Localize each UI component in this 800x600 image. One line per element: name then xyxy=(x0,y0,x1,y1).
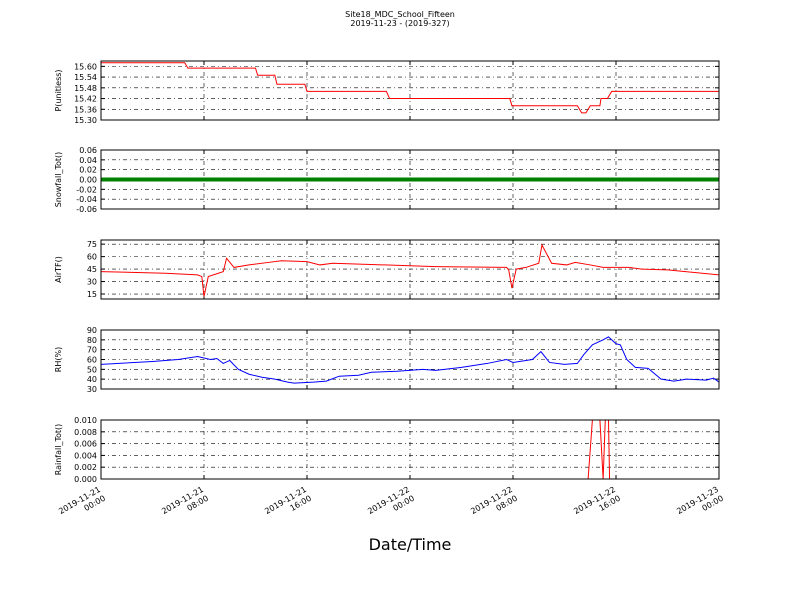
y-tick-label: 0.002 xyxy=(74,463,97,472)
y-tick-label: 0.06 xyxy=(79,146,97,155)
y-tick-label: 0.006 xyxy=(74,440,97,449)
y-tick-label: 0.010 xyxy=(74,416,97,425)
plot-frame xyxy=(100,329,720,390)
y-tick-label: 15.60 xyxy=(74,62,97,71)
y-tick-label: 60 xyxy=(87,253,97,262)
y-tick-label: 30 xyxy=(87,278,97,287)
y-tick-label: 0.008 xyxy=(74,428,97,437)
y-tick-label: 30 xyxy=(87,385,97,394)
y-tick-label: 15.30 xyxy=(74,116,97,125)
y-tick-label: 45 xyxy=(87,265,97,274)
plot-frame xyxy=(100,60,720,121)
plot-frame xyxy=(100,239,720,300)
y-tick-label: -0.06 xyxy=(76,205,97,214)
y-tick-label: -0.04 xyxy=(76,195,97,204)
y-tick-label: 0.02 xyxy=(79,166,97,175)
x-tick-label: 2019-11-2200:00 xyxy=(366,485,416,525)
y-tick-label: 0.00 xyxy=(79,176,97,185)
y-axis-label: Rainfall_Tot() xyxy=(54,424,63,476)
y-axis-label: Snowfall_Tot() xyxy=(54,152,63,208)
plot-frame xyxy=(100,149,720,210)
y-tick-label: 50 xyxy=(87,365,97,374)
y-tick-label: 15.54 xyxy=(74,73,97,82)
x-tick-label: 2019-11-2300:00 xyxy=(675,485,725,525)
y-tick-label: 70 xyxy=(87,346,97,355)
y-tick-label: 90 xyxy=(87,326,97,335)
y-tick-label: -0.02 xyxy=(76,185,97,194)
data-line xyxy=(101,62,719,114)
title: Site18_MDC_School_Fifteen xyxy=(345,10,455,19)
y-tick-label: 15 xyxy=(87,290,97,299)
x-tick-label: 2019-11-2116:00 xyxy=(263,485,313,525)
y-axis-label: AirTF() xyxy=(54,256,63,283)
y-tick-label: 0.004 xyxy=(74,451,97,460)
y-axis-label: P(unitless) xyxy=(54,69,63,111)
y-tick-label: 15.48 xyxy=(74,84,97,93)
y-tick-label: 75 xyxy=(87,240,97,249)
y-tick-label: 15.36 xyxy=(74,105,97,114)
x-axis-label: Date/Time xyxy=(369,535,452,554)
x-tick-label: 2019-11-2100:00 xyxy=(57,485,107,525)
y-tick-label: 0.000 xyxy=(74,475,97,484)
x-tick-label: 2019-11-2208:00 xyxy=(469,485,519,525)
x-tick-label: 2019-11-2108:00 xyxy=(160,485,210,525)
data-line xyxy=(101,243,719,297)
y-tick-label: 60 xyxy=(87,356,97,365)
data-line xyxy=(101,336,719,384)
y-tick-label: 80 xyxy=(87,336,97,345)
x-tick-label: 2019-11-2216:00 xyxy=(572,485,622,525)
plot-frame xyxy=(100,419,720,480)
y-tick-label: 40 xyxy=(87,375,97,384)
y-tick-label: 15.42 xyxy=(74,95,97,104)
subtitle: 2019-11-23 - (2019-327) xyxy=(350,19,449,28)
y-axis-label: RH(%) xyxy=(54,347,63,372)
y-tick-label: 0.04 xyxy=(79,156,97,165)
